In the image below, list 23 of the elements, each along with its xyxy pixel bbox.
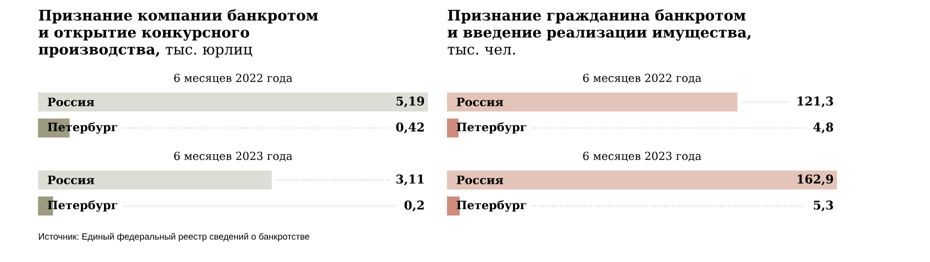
data-label: 4,8 [813,122,834,134]
annotation: 6 месяцев 2023 года [174,152,292,162]
chart-title: Признание гражданина банкротом и введение реализации имущества, тыс. чел. [448,9,750,55]
annotation: 6 месяцев 2022 года [174,74,292,84]
data-label: 0,2 [404,200,424,212]
text: Источник: Единый федеральный реестр сведений о банкротстве [38,232,310,242]
y-tick-label: Россия [48,98,94,106]
annotation: 6 месяцев 2023 года [583,152,702,162]
y-tick-label: Россия [456,98,504,106]
data-label: 5,3 [814,200,834,212]
y-tick-label: Петербург [456,122,526,134]
data-label: 162,9 [798,174,834,186]
y-tick-label: Петербург [48,122,118,134]
y-tick-label: Россия [48,176,94,184]
y-tick-label: Россия [456,176,504,184]
y-tick-label: Петербург [48,200,118,212]
data-label: 121,3 [798,96,834,108]
annotation: 6 месяцев 2022 года [583,74,702,84]
chart-title: Признание компании банкротом и открытие конкурсного производства, тыс. юрлиц [38,9,318,58]
data-label: 3,11 [396,174,424,186]
data-label: 5,19 [396,96,424,108]
data-label: 0,42 [396,122,424,134]
y-tick-label: Петербург [456,200,526,212]
